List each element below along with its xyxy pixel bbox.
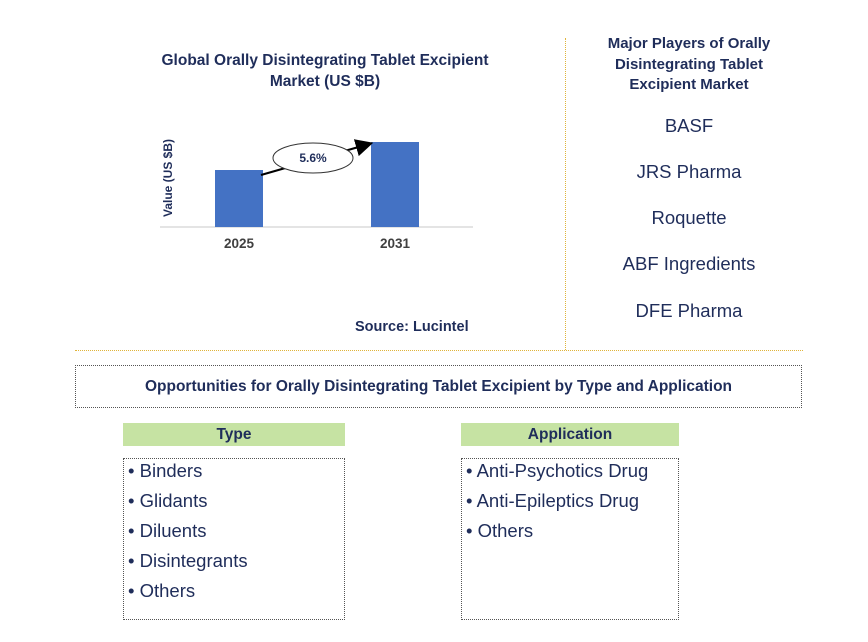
player-item: ABF Ingredients xyxy=(622,253,756,274)
opportunities-title: Opportunities for Orally Disintegrating … xyxy=(75,365,802,408)
list-item: • Binders xyxy=(128,460,203,481)
player-item: Roquette xyxy=(651,207,727,228)
source-note: Source: Lucintel xyxy=(355,319,469,335)
bar-2025 xyxy=(215,170,263,227)
application-list: • Anti-Psychotics Drug • Anti-Epileptics… xyxy=(461,458,679,620)
vertical-divider xyxy=(565,38,566,350)
cagr-label: 5.6% xyxy=(299,151,327,165)
player-item: DFE Pharma xyxy=(635,300,743,321)
list-item: • Others xyxy=(128,580,196,601)
bar-chart: 2025 2031 5.6% xyxy=(160,139,473,251)
type-list: • Binders • Glidants • Diluents • Disint… xyxy=(123,458,345,620)
list-item: • Diluents xyxy=(128,520,207,541)
list-item: • Anti-Psychotics Drug xyxy=(466,460,649,481)
x-tick-label: 2025 xyxy=(224,236,255,251)
list-item: • Others xyxy=(466,520,534,541)
chart-title: Global Orally Disintegrating Tablet Exci… xyxy=(161,52,489,90)
list-item: • Anti-Epileptics Drug xyxy=(466,490,640,511)
horizontal-divider xyxy=(75,350,803,351)
list-item: • Glidants xyxy=(128,490,208,511)
list-item: • Disintegrants xyxy=(128,550,248,571)
x-tick-label: 2031 xyxy=(380,236,411,251)
players-title: Major Players of Orally Disintegrating T… xyxy=(607,35,771,93)
bar-2031 xyxy=(371,142,419,227)
type-heading: Type xyxy=(123,423,345,446)
application-heading: Application xyxy=(461,423,679,446)
cagr-ellipse xyxy=(272,142,354,174)
player-item: BASF xyxy=(664,115,714,136)
player-item: JRS Pharma xyxy=(636,161,742,182)
